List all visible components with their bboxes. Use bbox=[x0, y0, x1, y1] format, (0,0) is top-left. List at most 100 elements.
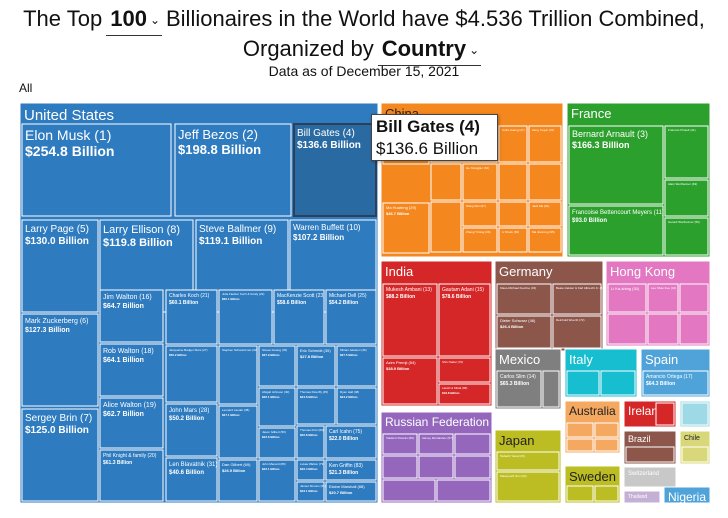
billionaire-russian-federation-3[interactable] bbox=[382, 455, 418, 479]
billionaire-eric-schmidt-35[interactable]: Eric Schmidt (35)$27.8 Billion bbox=[296, 345, 336, 387]
billionaire-rect[interactable] bbox=[21, 408, 99, 502]
billionaire-rect[interactable] bbox=[418, 433, 454, 455]
billionaire-rect[interactable] bbox=[296, 459, 325, 481]
billionaire-rect[interactable] bbox=[382, 455, 418, 479]
billionaire-rect[interactable] bbox=[174, 123, 292, 217]
billionaire-rect[interactable] bbox=[552, 315, 602, 349]
billionaire-rect[interactable] bbox=[382, 357, 438, 405]
billionaire-ireland-0[interactable] bbox=[655, 402, 675, 426]
billionaire-alain-wertheimer-49[interactable]: Alain Wertheimer (49) bbox=[664, 179, 709, 217]
billionaire-rect[interactable] bbox=[273, 289, 325, 345]
billionaire-rect[interactable] bbox=[99, 449, 164, 502]
billionaire-rect[interactable] bbox=[382, 283, 438, 357]
billionaire-hong-kong-4[interactable] bbox=[647, 313, 679, 345]
billionaire-mackenzie-scott-23[interactable]: MacKenzie Scott (23)$58.6 Billion bbox=[273, 289, 325, 345]
billionaire-john-menard-80[interactable]: John Menard (80)$23.1 Billion bbox=[258, 459, 296, 502]
billionaire-jason-gilbert-50[interactable]: Jason Gilbert (50)$23.6 Billion bbox=[258, 427, 296, 459]
billionaire-shiv-nadar-70[interactable]: Shiv Nadar (70) bbox=[438, 357, 491, 383]
billionaire-rect[interactable] bbox=[218, 345, 258, 405]
billionaire-sweden-1[interactable] bbox=[594, 485, 619, 502]
billionaire-zeng-yuqun-37[interactable]: Zeng Yuqun (37) bbox=[528, 125, 562, 163]
billionaire-mexico-1[interactable] bbox=[542, 370, 560, 408]
billionaire-alexey-mordashov-57[interactable]: Alexey Mordashov (57) bbox=[418, 433, 454, 455]
group-chile[interactable]: Chile bbox=[679, 430, 711, 465]
billionaire-rect[interactable] bbox=[498, 201, 528, 227]
billionaire-vladimir-potanin-56[interactable]: Vladimir Potanin (56) bbox=[382, 433, 418, 455]
billionaire-rect[interactable] bbox=[647, 313, 679, 345]
billionaire-rect[interactable] bbox=[438, 357, 491, 383]
billionaire-stephen-schwarzman-32[interactable]: Stephen Schwarzman (32) bbox=[218, 345, 258, 405]
group-switzerland[interactable]: Switzerland bbox=[623, 466, 677, 488]
billionaire-rect[interactable] bbox=[566, 438, 594, 452]
billionaire-rect[interactable] bbox=[336, 387, 377, 425]
billionaire-leonard-lauder-38[interactable]: Leonard Lauder (38)$27.1 Billion bbox=[218, 405, 258, 459]
billionaire-rect[interactable] bbox=[679, 313, 709, 345]
billionaire-ryan-hall-48[interactable]: Ryan Hall (48)$24.2 Billion bbox=[336, 387, 377, 425]
billionaire-rect[interactable] bbox=[430, 201, 462, 253]
billionaire-masayoshi-son-52[interactable]: Masayoshi Son (52) bbox=[496, 471, 560, 502]
group-australia[interactable]: Australia bbox=[564, 400, 621, 454]
billionaire-tadashi-yanai-26[interactable]: Tadashi Yanai (26) bbox=[496, 451, 560, 471]
billionaire-canada-0[interactable] bbox=[681, 402, 709, 426]
group-spain[interactable]: Spain Amancio Ortega (17)$64.3 Billion bbox=[640, 348, 711, 398]
billionaire-rob-walton-18[interactable]: Rob Walton (18) $64.1 Billion bbox=[99, 343, 164, 397]
billionaire-australia-3[interactable] bbox=[594, 438, 619, 452]
top-n-dropdown[interactable]: 100 ⌄ bbox=[106, 4, 162, 37]
billionaire-italy-1[interactable] bbox=[600, 370, 636, 396]
billionaire-rect[interactable] bbox=[528, 125, 562, 163]
billionaire-rect[interactable] bbox=[293, 123, 377, 217]
billionaire-carlos-slim-14[interactable]: Carlos Slim (14)$65.3 Billion bbox=[496, 370, 542, 408]
group-nigeria-rect[interactable] bbox=[663, 486, 711, 504]
group-hong-kong[interactable]: Hong Kong Li Ka-shing (30) Lee Shau Kee (4… bbox=[605, 260, 711, 347]
billionaire-thomas-frist-60[interactable]: Thomas Frist (60)$22.8 Billion bbox=[296, 425, 325, 459]
billionaire-chile-0[interactable] bbox=[681, 446, 709, 463]
billionaire-rect[interactable] bbox=[418, 455, 454, 479]
billionaire-rect[interactable] bbox=[664, 179, 709, 217]
billionaire-brazil-0[interactable] bbox=[625, 446, 675, 463]
group-brazil[interactable]: Brazil bbox=[623, 430, 677, 465]
billionaire-ma-huateng-29[interactable]: Ma Huateng (29)$46.7 Billion bbox=[382, 202, 430, 254]
billionaire-rect[interactable] bbox=[679, 283, 709, 313]
billionaire-rect[interactable] bbox=[438, 383, 491, 405]
billionaire-rect[interactable] bbox=[296, 345, 336, 387]
billionaire-russian-federation-5[interactable] bbox=[454, 455, 491, 479]
billionaire-rect[interactable] bbox=[498, 125, 528, 163]
billionaire-he-xiangjian-62[interactable]: He Xiangjian (62) bbox=[462, 163, 498, 201]
billionaire-china-7[interactable] bbox=[498, 163, 528, 201]
billionaire-rect[interactable] bbox=[496, 451, 560, 471]
billionaire-mark-zuckerberg-6[interactable]: Mark Zuckerberg (6) $127.3 Billion bbox=[21, 313, 99, 407]
billionaire-steven-huang-33[interactable]: Steven Huang (33)$37.9 Billion bbox=[258, 345, 296, 387]
billionaire-charles-koch-21[interactable]: Charles Koch (21)$60.1 Billion bbox=[165, 289, 218, 345]
billionaire-julia-flesher-koch-family-22[interactable]: Julia Flesher Koch & family (22)$60.1 Bi… bbox=[218, 289, 273, 345]
billionaire-rect[interactable] bbox=[600, 370, 636, 396]
billionaire-rect[interactable] bbox=[462, 227, 498, 253]
billionaire-rect[interactable] bbox=[568, 125, 664, 205]
billionaire-rect[interactable] bbox=[655, 402, 675, 426]
billionaire-rect[interactable] bbox=[165, 403, 218, 457]
billionaire-james-simons-55[interactable]: James Simons (55)$23.1 Billion bbox=[296, 481, 326, 502]
billionaire-rect[interactable] bbox=[218, 459, 258, 502]
billionaire-rect[interactable] bbox=[542, 370, 560, 408]
billionaire-phil-knight-family-20[interactable]: Phil Knight & family (20)$61.3 Billion bbox=[99, 449, 164, 502]
billionaire-china-11[interactable] bbox=[498, 201, 528, 227]
billionaire-rect[interactable] bbox=[325, 459, 377, 481]
billionaire-dieter-schwarz-46[interactable]: Dieter Schwarz (46)$26.4 Billion bbox=[496, 315, 552, 349]
billionaire-reinhold-wuerth-72[interactable]: Reinhold Wuerth (72) bbox=[552, 315, 602, 349]
billionaire-china-9[interactable] bbox=[430, 201, 462, 253]
group-nigeria[interactable]: Nigeria bbox=[663, 486, 711, 504]
billionaire-hong-kong-5[interactable] bbox=[679, 313, 709, 345]
billionaire-rect[interactable] bbox=[325, 481, 377, 502]
billionaire-rect[interactable] bbox=[382, 202, 430, 254]
billionaire-rect[interactable] bbox=[681, 402, 709, 426]
billionaire-rect[interactable] bbox=[99, 397, 164, 449]
billionaire-rect[interactable] bbox=[165, 457, 218, 502]
group-ireland[interactable]: Ireland bbox=[623, 400, 677, 428]
billionaire-russian-federation-7[interactable] bbox=[436, 479, 491, 502]
billionaire-rect[interactable] bbox=[325, 425, 377, 459]
billionaire-rect[interactable] bbox=[528, 227, 562, 253]
billionaire-rect[interactable] bbox=[594, 438, 619, 452]
billionaire-rect[interactable] bbox=[218, 405, 258, 459]
